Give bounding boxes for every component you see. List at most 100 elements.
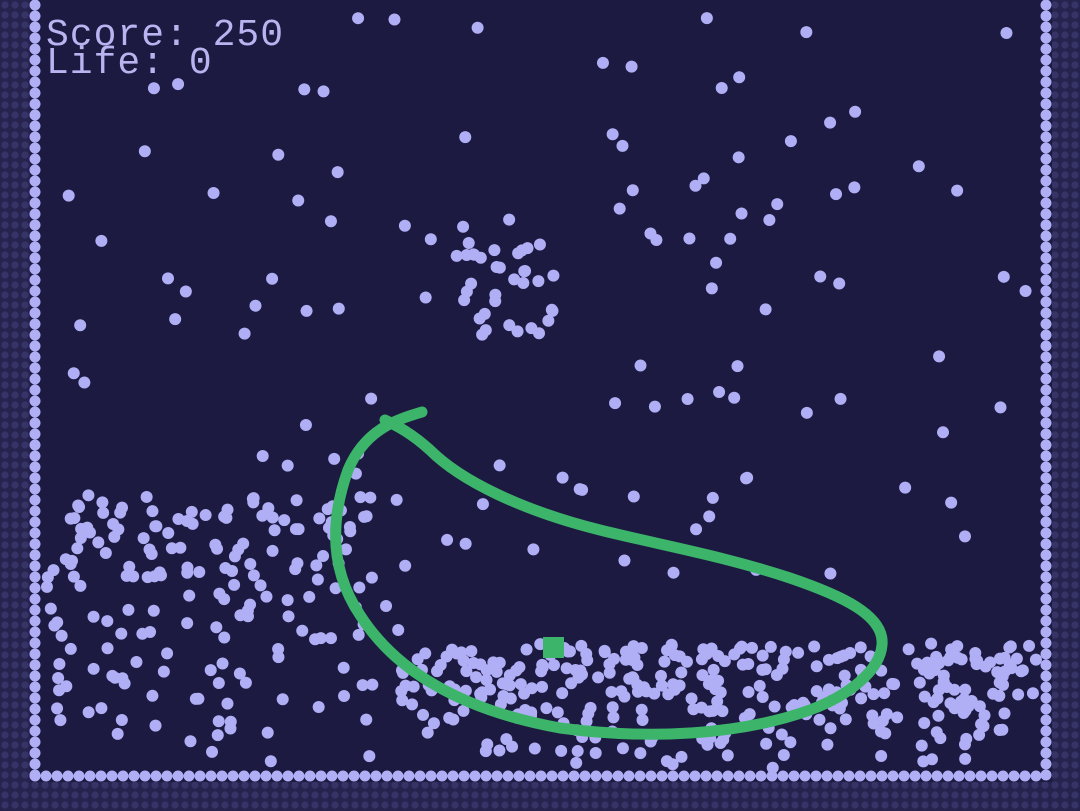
hud: Score: 250 Life: 0 [46,17,284,83]
drawn-line[interactable] [330,406,888,740]
border-bead [634,770,646,782]
particle [503,213,516,226]
particle [948,683,961,696]
border-bead [480,770,492,782]
particle [181,617,194,630]
particle [1000,26,1013,39]
particle [476,498,489,511]
particle [636,713,649,726]
particle [457,220,470,233]
particle [365,392,378,405]
border-bead [29,527,41,539]
particle [697,643,710,656]
border-bead [1040,769,1052,781]
border-bead [1040,54,1052,66]
particle [421,726,434,739]
border-bead [942,770,954,782]
border-bead [95,770,107,782]
border-bead [1040,362,1052,374]
particle [838,669,851,682]
particle [118,677,131,690]
border-bead [986,770,998,782]
particle [814,270,827,283]
particle [324,215,337,228]
border-bead [29,505,41,517]
border-bead [425,770,437,782]
border-bead [29,54,41,66]
particle [123,560,136,573]
particle [824,722,837,735]
border-bead [194,770,206,782]
border-bead [909,770,921,782]
particle [770,669,783,682]
particle [470,671,483,684]
border-bead [29,32,41,44]
particle [282,610,295,623]
particle [459,537,472,550]
particle [450,249,463,262]
border-bead [29,208,41,220]
particle [777,653,790,666]
border-bead [29,770,41,782]
border-bead [1019,770,1031,782]
particle [771,198,784,211]
particle [728,648,741,661]
particle [122,603,135,616]
border-bead [161,770,173,782]
border-bead [1040,692,1052,704]
particle [101,642,114,655]
particle [300,304,313,317]
border-bead [29,681,41,693]
particle [399,559,412,572]
particle [899,481,912,494]
particle [648,400,661,413]
player-square[interactable] [543,637,564,658]
particle [256,509,269,522]
particle [570,756,583,769]
border-bead [117,770,129,782]
particle [742,686,755,699]
particle [546,304,559,317]
border-bead [799,770,811,782]
border-bead [1040,703,1052,715]
particle [911,657,924,670]
particle [141,571,154,584]
particle [443,711,456,724]
particle [928,664,941,677]
particle [339,543,352,556]
border-bead [414,770,426,782]
border-bead [29,21,41,33]
particle [490,260,503,273]
border-bead [1040,186,1052,198]
border-bead [29,549,41,561]
border-bead [1040,670,1052,682]
particle [184,735,197,748]
particle [697,172,710,185]
particle [592,671,605,684]
particle [185,505,198,518]
particle [1012,688,1025,701]
border-bead [1040,659,1052,671]
border-bead [370,770,382,782]
border-bead [29,439,41,451]
particle [800,26,813,39]
particle [824,567,837,580]
particle [396,694,409,707]
particle [503,669,516,682]
particle [735,207,748,220]
border-bead [524,770,536,782]
particle [800,406,813,419]
border-bead [29,670,41,682]
particle [249,299,262,312]
particle [833,277,846,290]
border-bead [282,770,294,782]
particle [244,558,257,571]
particle [165,542,178,555]
particle [959,704,972,717]
border-bead [700,770,712,782]
particle [312,701,325,714]
border-bead [29,659,41,671]
particle [457,704,470,717]
particle [696,669,709,682]
